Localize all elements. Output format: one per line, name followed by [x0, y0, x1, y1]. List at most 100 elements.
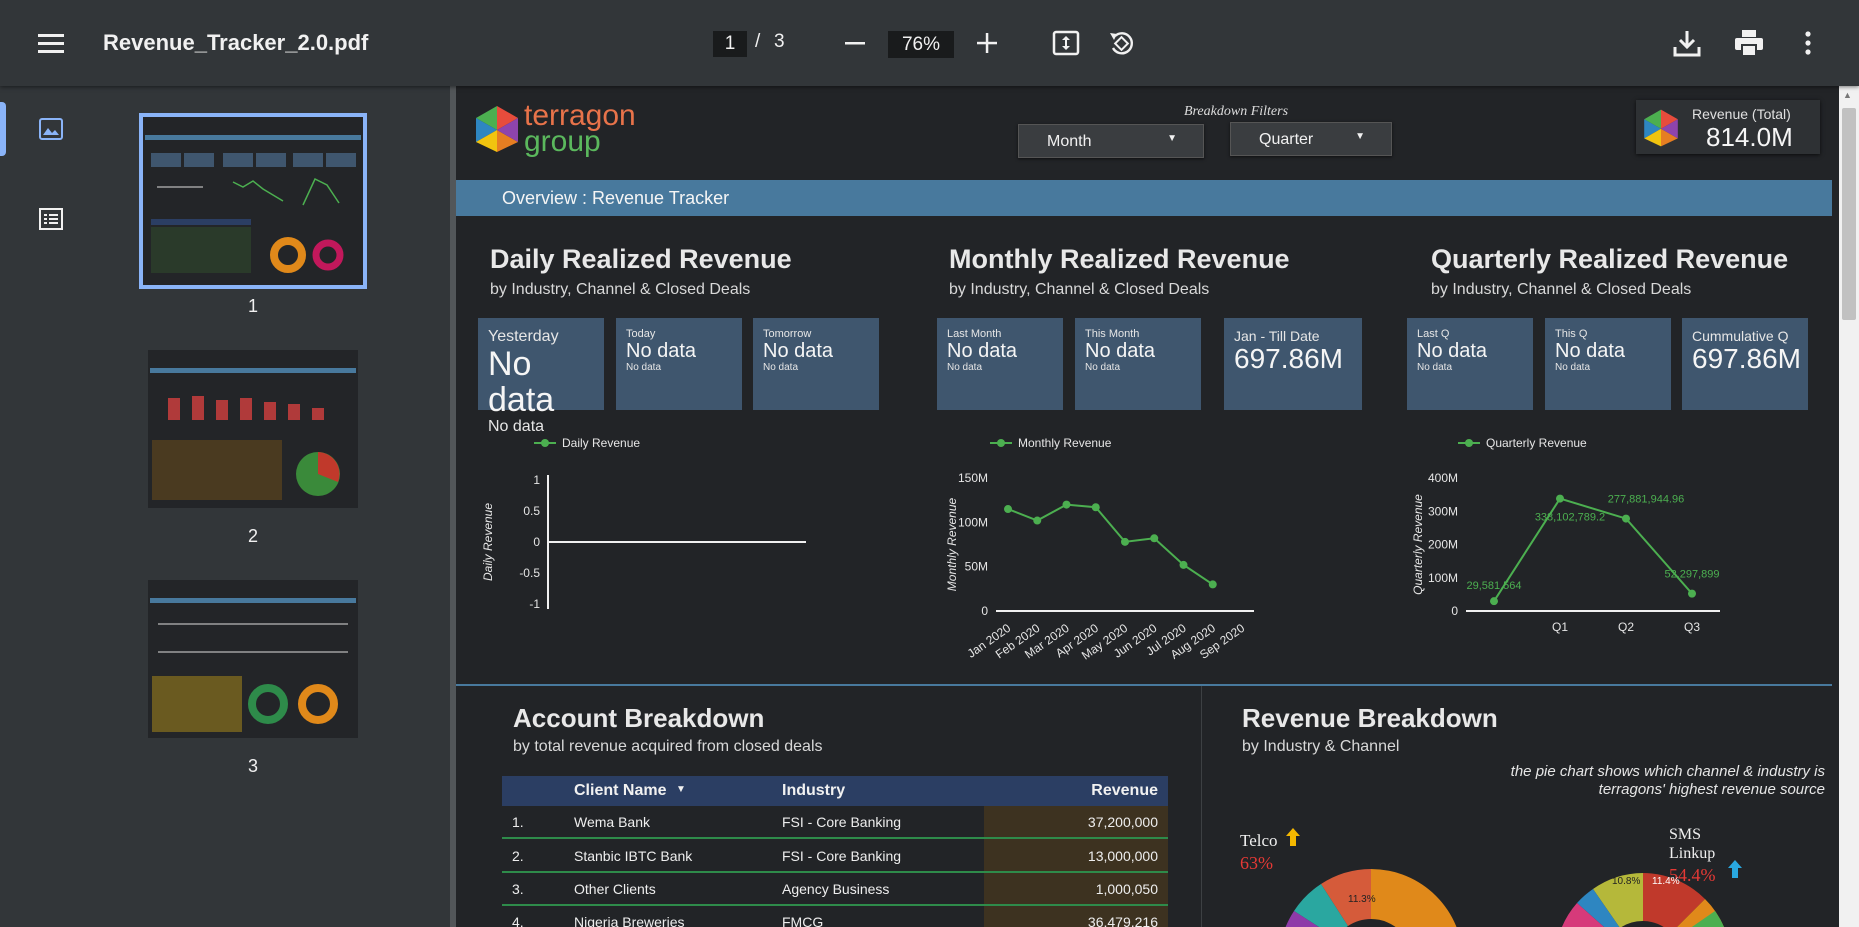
y-tick-label: 100M [1428, 571, 1458, 585]
quarterly-section-subtitle: by Industry, Channel & Closed Deals [1431, 281, 1692, 298]
industry-donut-chart: 11.3% [1285, 869, 1457, 927]
arrow-up-blue-icon [1728, 860, 1742, 883]
kpi-label: Last Month [947, 328, 1002, 340]
legend-marker [541, 439, 549, 447]
data-point [1004, 505, 1012, 514]
document-title: Revenue_Tracker_2.0.pdf [103, 30, 369, 55]
kpi-value: No data [1555, 340, 1626, 362]
telco-label: Telco [1240, 831, 1278, 850]
col-revenue[interactable]: Revenue [1091, 782, 1158, 799]
print-icon[interactable] [1732, 26, 1766, 60]
scroll-up-arrow-icon[interactable]: ▲ [1843, 90, 1852, 100]
pie-note-line-2: terragons' highest revenue source [1598, 781, 1825, 798]
donut-slice-label: 11.3% [1348, 894, 1376, 905]
data-point [1091, 503, 1100, 512]
terragon-logo-icon [1642, 108, 1680, 148]
revenue-breakdown-title: Revenue Breakdown [1242, 703, 1498, 733]
page-thumbnail-number: 1 [247, 296, 258, 316]
kpi-label: Jan - Till Date [1234, 328, 1320, 344]
kpi-tomorrow: Tomorrow No data No data [753, 318, 879, 410]
scrollbar-thumb[interactable] [1842, 108, 1856, 320]
x-tick-label: Q3 [1684, 620, 1700, 634]
row-index: 3. [512, 881, 524, 897]
y-axis-title: Quarterly Revenue [1411, 494, 1425, 595]
sms-label: SMS [1669, 826, 1702, 843]
kpi-label: Last Q [1417, 328, 1450, 340]
kpi-value: 697.86M [1692, 343, 1801, 374]
donut-slice [1643, 873, 1705, 927]
y-tick-label: -0.5 [519, 566, 540, 580]
kpi-value: No data [626, 340, 697, 362]
kpi-cummulative-q: Cummulative Q 697.86M [1682, 318, 1808, 410]
y-tick-label: 0 [1451, 604, 1458, 618]
daily-revenue-chart: Daily Revenue Daily Revenue 1 0.5 0 -0.5 -1 [481, 436, 806, 611]
quarter-filter-dropdown[interactable]: Quarter ▼ [1230, 122, 1392, 156]
legend-marker [997, 439, 1005, 447]
data-point [1150, 534, 1159, 543]
arrow-up-yellow-icon [1286, 828, 1300, 851]
revenue-total-value: 814.0M [1706, 122, 1793, 152]
row-client: Other Clients [574, 881, 656, 897]
y-tick-label: 400M [1428, 471, 1458, 485]
table-row[interactable]: 3. Other Clients Agency Business 1,000,0… [502, 873, 1168, 906]
table-row[interactable]: 1. Wema Bank FSI - Core Banking 37,200,0… [502, 806, 1168, 839]
page-thumbnail-3[interactable] [148, 580, 358, 738]
col-client-name[interactable]: Client Name [574, 782, 667, 799]
y-tick-label: 200M [1428, 538, 1458, 552]
kpi-last-month: Last Month No data No data [937, 318, 1063, 410]
linkup-label: Linkup [1669, 845, 1716, 862]
y-axis-title: Monthly Revenue [945, 497, 959, 591]
data-point [1490, 597, 1498, 606]
donut-slice [1691, 911, 1724, 927]
kpi-today: Today No data No data [616, 318, 742, 410]
monthly-section-subtitle: by Industry, Channel & Closed Deals [949, 281, 1210, 298]
donut-slice-label: 10.8% [1612, 876, 1640, 887]
legend-label: Quarterly Revenue [1486, 436, 1587, 450]
kpi-this-month: This Month No data No data [1075, 318, 1201, 410]
zoom-in-button[interactable] [974, 30, 1000, 56]
kpi-label: This Q [1555, 328, 1588, 340]
kpi-note: No data [1417, 362, 1453, 373]
thumbnails-view-icon[interactable] [36, 114, 66, 144]
legend-label: Daily Revenue [562, 436, 640, 450]
table-row[interactable]: 4. Nigeria Breweries FMCG 36,479,216 [502, 906, 1168, 927]
logo-text-terragon: terragon [524, 99, 636, 132]
section-divider [456, 684, 1832, 686]
kpi-value: No data [1085, 340, 1156, 362]
outline-view-icon[interactable] [36, 204, 66, 234]
row-client: Wema Bank [574, 814, 650, 830]
more-options-icon[interactable] [1796, 26, 1820, 60]
sort-desc-icon[interactable]: ▼ [676, 784, 686, 795]
donut-slice [1294, 884, 1348, 927]
pdf-toolbar: Revenue_Tracker_2.0.pdf 1 / 3 76% [0, 0, 1859, 86]
fit-page-icon[interactable] [1050, 28, 1082, 58]
page-thumbnail-number: 3 [247, 756, 258, 776]
donut-slice [1321, 869, 1371, 926]
data-point [1033, 516, 1042, 525]
revenue-total-card: Revenue (Total) 814.0M [1636, 100, 1820, 154]
kpi-note: No data [1555, 362, 1591, 373]
menu-icon[interactable] [36, 28, 66, 58]
y-tick-label: 100M [958, 515, 988, 529]
kpi-last-q: Last Q No data No data [1407, 318, 1533, 410]
zoom-level-input[interactable]: 76% [888, 31, 954, 58]
kpi-label: This Month [1085, 328, 1140, 340]
page-thumbnail-2[interactable] [148, 350, 358, 508]
page-thumbnail-1[interactable] [139, 113, 367, 289]
daily-section-subtitle: by Industry, Channel & Closed Deals [490, 281, 751, 298]
document-viewport[interactable]: terragon group Breakdown Filters Month ▼… [450, 86, 1839, 927]
page-number-input[interactable]: 1 [713, 31, 747, 57]
month-filter-dropdown[interactable]: Month ▼ [1018, 124, 1204, 158]
rotate-icon[interactable] [1104, 27, 1138, 59]
dropdown-arrow-icon: ▼ [1355, 131, 1365, 142]
table-row[interactable]: 2. Stanbic IBTC Bank FSI - Core Banking … [502, 840, 1168, 873]
donut-slice [1593, 873, 1643, 927]
zoom-out-button[interactable] [842, 30, 868, 56]
dropdown-arrow-icon: ▼ [1167, 133, 1177, 144]
revenue-column-shade [984, 806, 1168, 927]
y-tick-label: 0.5 [523, 504, 540, 518]
data-point [1622, 514, 1630, 523]
col-industry[interactable]: Industry [782, 782, 846, 799]
download-icon[interactable] [1670, 26, 1704, 60]
kpi-note: No data [763, 362, 799, 373]
